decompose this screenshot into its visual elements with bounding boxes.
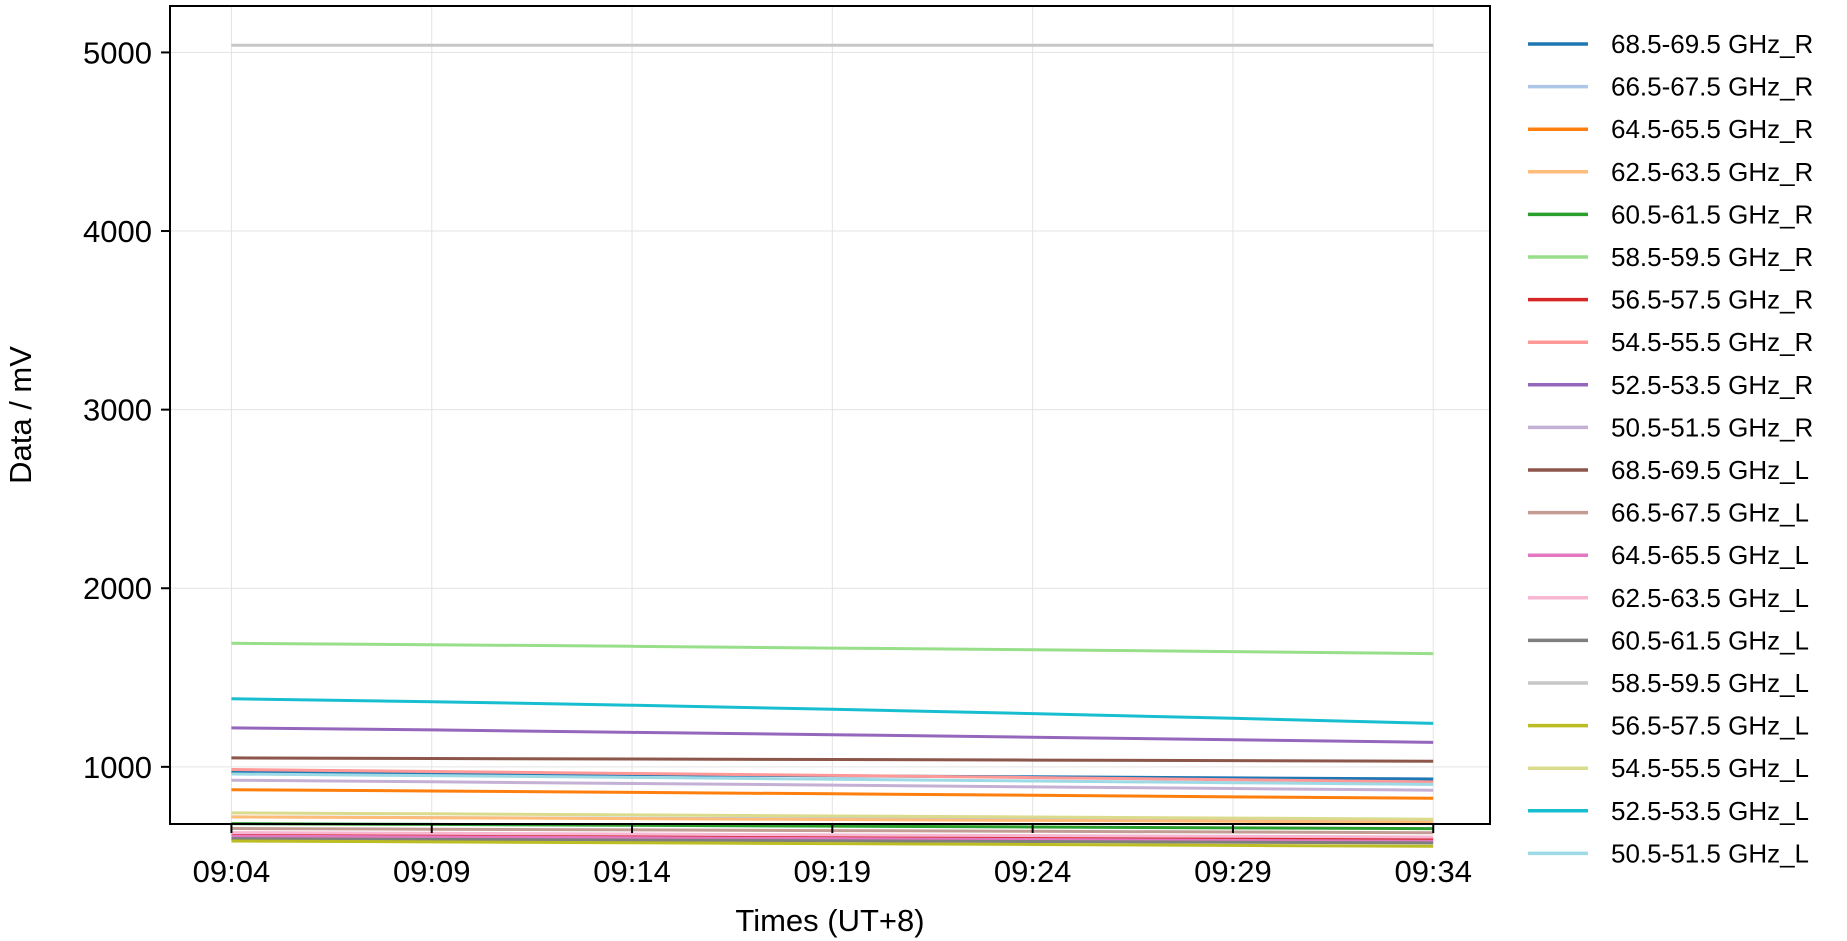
legend-entry: 66.5-67.5 GHz_L [1528,498,1809,528]
x-tick-label: 09:24 [994,854,1072,889]
series-line [231,815,1434,824]
legend-label: 56.5-57.5 GHz_R [1611,285,1813,315]
y-tick-label: 2000 [83,571,152,606]
legend: 68.5-69.5 GHz_R 66.5-67.5 GHz_R 64.5-65.5 … [1528,29,1813,868]
legend-label: 50.5-51.5 GHz_L [1611,838,1809,868]
series-line [231,831,1434,839]
legend-entry: 62.5-63.5 GHz_R [1528,157,1813,187]
legend-entry: 66.5-67.5 GHz_R [1528,72,1813,102]
series-line [231,811,1434,821]
y-tick-label: 3000 [83,393,152,428]
x-tick-label: 09:09 [393,854,471,889]
x-tick-label: 09:04 [193,854,271,889]
series-line [231,756,1434,763]
legend-entry: 56.5-57.5 GHz_R [1528,285,1813,315]
series-line [231,778,1434,792]
series-line [231,641,1434,656]
x-tick-label: 09:19 [794,854,872,889]
legend-label: 54.5-55.5 GHz_R [1611,327,1813,357]
legend-label: 64.5-65.5 GHz_L [1611,540,1809,570]
legend-label: 66.5-67.5 GHz_R [1611,72,1813,102]
legend-entry: 64.5-65.5 GHz_R [1528,114,1813,144]
legend-entry: 50.5-51.5 GHz_L [1528,838,1809,868]
legend-label: 62.5-63.5 GHz_R [1611,157,1813,187]
legend-label: 60.5-61.5 GHz_R [1611,199,1813,229]
series-line [231,839,1434,848]
legend-label: 62.5-63.5 GHz_L [1611,583,1809,613]
legend-entry: 52.5-53.5 GHz_L [1528,796,1809,826]
legend-entry: 50.5-51.5 GHz_R [1528,412,1813,442]
series-line [231,697,1434,725]
series-line [231,726,1434,744]
legend-entry: 58.5-59.5 GHz_R [1528,242,1813,272]
legend-label: 58.5-59.5 GHz_L [1611,668,1809,698]
legend-entry: 60.5-61.5 GHz_R [1528,199,1813,229]
series-line [231,768,1434,784]
x-tick-label: 09:29 [1194,854,1272,889]
legend-label: 50.5-51.5 GHz_R [1611,412,1813,442]
x-axis-ticks: 09:04 09:09 09:14 09:19 09:24 09:29 09:34 [193,824,1472,889]
legend-entry: 54.5-55.5 GHz_R [1528,327,1813,357]
legend-label: 66.5-67.5 GHz_L [1611,498,1809,528]
legend-label: 58.5-59.5 GHz_R [1611,242,1813,272]
plot-frame [169,5,1491,825]
legend-entry: 64.5-65.5 GHz_L [1528,540,1809,570]
series-line [231,834,1434,843]
x-tick-label: 09:14 [593,854,671,889]
y-tick-label: 1000 [83,750,152,785]
legend-label: 60.5-61.5 GHz_L [1611,625,1809,655]
legend-label: 52.5-53.5 GHz_R [1611,370,1813,400]
legend-label: 68.5-69.5 GHz_R [1611,29,1813,59]
legend-entry: 62.5-63.5 GHz_L [1528,583,1809,613]
legend-entry: 54.5-55.5 GHz_L [1528,753,1809,783]
series-line [231,788,1434,800]
y-tick-label: 5000 [83,35,152,70]
legend-label: 68.5-69.5 GHz_L [1611,455,1809,485]
legend-label: 64.5-65.5 GHz_R [1611,114,1813,144]
series-line [231,772,1434,786]
series-line [231,837,1434,845]
legend-label: 52.5-53.5 GHz_L [1611,796,1809,826]
y-axis-label: Data / mV [3,346,38,484]
legend-entry: 52.5-53.5 GHz_R [1528,370,1813,400]
legend-entry: 68.5-69.5 GHz_L [1528,455,1809,485]
legend-label: 54.5-55.5 GHz_L [1611,753,1809,783]
legend-label: 56.5-57.5 GHz_L [1611,711,1809,741]
legend-entry: 68.5-69.5 GHz_R [1528,29,1813,59]
y-tick-label: 4000 [83,214,152,249]
legend-entry: 60.5-61.5 GHz_L [1528,625,1809,655]
y-axis-ticks: 1000 2000 3000 4000 5000 [83,35,170,785]
legend-entry: 56.5-57.5 GHz_L [1528,711,1809,741]
legend-entry: 58.5-59.5 GHz_L [1528,668,1809,698]
grid-lines [170,6,1490,824]
x-axis-label: Times (UT+8) [735,903,924,938]
x-tick-label: 09:34 [1394,854,1472,889]
